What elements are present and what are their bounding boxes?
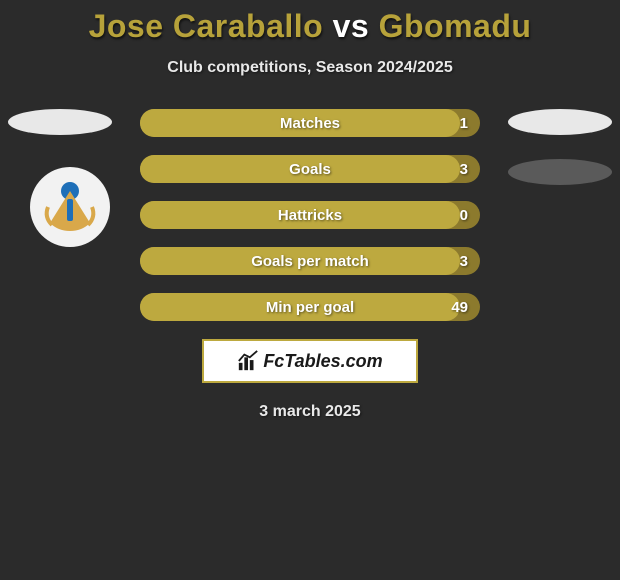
stat-bar-label: Hattricks <box>278 207 342 224</box>
fctables-logo-box: FcTables.com <box>202 339 418 383</box>
stat-bar-label: Matches <box>280 115 340 132</box>
club-badge <box>30 167 110 247</box>
stat-bar-row: Goals 3 <box>140 155 480 183</box>
stat-bars: Matches 1 Goals 3 Hattricks 0 Goals per match 3… <box>140 109 480 321</box>
stat-bar-value: 49 <box>451 293 468 321</box>
club-badge-icon <box>40 177 100 237</box>
right-avatar-placeholder-2 <box>508 159 612 185</box>
stat-bar-value: 0 <box>460 201 468 229</box>
stats-content: Matches 1 Goals 3 Hattricks 0 Goals per match 3… <box>0 109 620 421</box>
player2-name: Gbomadu <box>379 8 532 44</box>
subtitle: Club competitions, Season 2024/2025 <box>0 59 620 77</box>
chart-icon <box>237 350 259 372</box>
stat-bar-value: 1 <box>460 109 468 137</box>
stat-bar-label: Goals per match <box>251 253 369 270</box>
stat-bar-row: Hattricks 0 <box>140 201 480 229</box>
stat-bar-value: 3 <box>460 247 468 275</box>
stat-bar-row: Min per goal 49 <box>140 293 480 321</box>
vs-word: vs <box>333 8 370 44</box>
stat-bar-label: Goals <box>289 161 331 178</box>
player1-name: Jose Caraballo <box>89 8 324 44</box>
stat-bar-row: Goals per match 3 <box>140 247 480 275</box>
comparison-title: Jose Caraballo vs Gbomadu <box>0 0 620 45</box>
left-avatar-placeholder <box>8 109 112 135</box>
fctables-logo-text: FcTables.com <box>263 351 382 372</box>
stat-bar-row: Matches 1 <box>140 109 480 137</box>
right-avatar-placeholder-1 <box>508 109 612 135</box>
stat-bar-label: Min per goal <box>266 299 354 316</box>
stat-bar-value: 3 <box>460 155 468 183</box>
date-text: 3 march 2025 <box>0 403 620 421</box>
